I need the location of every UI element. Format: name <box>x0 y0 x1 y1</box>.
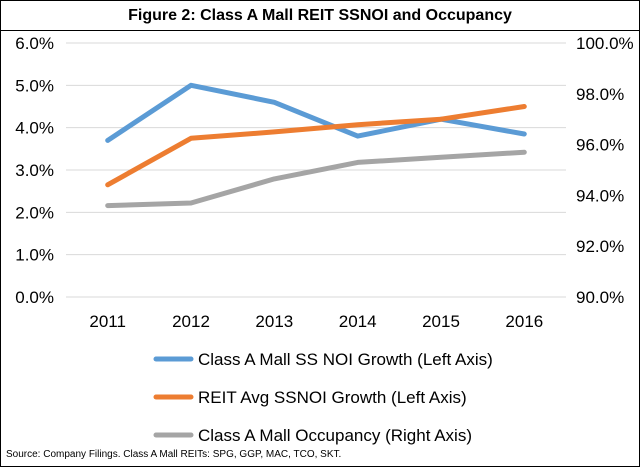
x-axis: 2011 2012 2013 2014 2015 2016 <box>89 312 543 331</box>
x-tick-label: 2015 <box>422 312 460 331</box>
right-tick-label: 100.0% <box>576 34 634 53</box>
series-line-3 <box>105 149 527 209</box>
legend-label: Class A Mall SS NOI Growth (Left Axis) <box>198 350 493 369</box>
left-axis: 0.0% 1.0% 2.0% 3.0% 4.0% 5.0% 6.0% <box>15 34 54 307</box>
chart-title: Figure 2: Class A Mall REIT SSNOI and Oc… <box>1 1 639 31</box>
left-tick-label: 3.0% <box>15 161 54 180</box>
left-tick-label: 5.0% <box>15 76 54 95</box>
series-lines <box>105 82 527 209</box>
right-tick-label: 94.0% <box>576 186 624 205</box>
right-tick-label: 98.0% <box>576 85 624 104</box>
left-tick-label: 0.0% <box>15 288 54 307</box>
legend-label: REIT Avg SSNOI Growth (Left Axis) <box>198 388 467 407</box>
left-tick-label: 6.0% <box>15 34 54 53</box>
legend: Class A Mall SS NOI Growth (Left Axis) RE… <box>153 350 493 445</box>
source-note: Source: Company Filings. Class A Mall RE… <box>6 449 342 460</box>
right-tick-label: 90.0% <box>576 288 624 307</box>
x-tick-label: 2016 <box>505 312 543 331</box>
x-tick-label: 2014 <box>339 312 377 331</box>
right-axis: 90.0% 92.0% 94.0% 96.0% 98.0% 100.0% <box>576 34 634 307</box>
series-line-1 <box>105 82 527 143</box>
right-tick-label: 92.0% <box>576 237 624 256</box>
right-tick-label: 96.0% <box>576 136 624 155</box>
x-tick-label: 2013 <box>255 312 293 331</box>
x-tick-label: 2011 <box>89 312 126 331</box>
left-tick-label: 4.0% <box>15 119 54 138</box>
series-line-2 <box>105 104 527 188</box>
left-tick-label: 2.0% <box>15 203 54 222</box>
x-tick-label: 2012 <box>172 312 210 331</box>
left-tick-label: 1.0% <box>15 246 54 265</box>
legend-label: Class A Mall Occupancy (Right Axis) <box>198 426 472 445</box>
